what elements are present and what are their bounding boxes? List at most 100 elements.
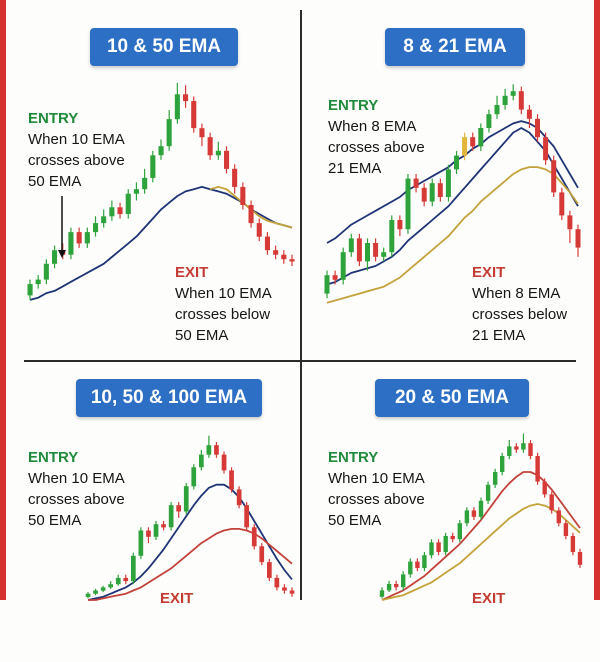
candle-body [365, 243, 370, 262]
candle-body [507, 446, 512, 456]
candle [289, 587, 295, 597]
panel-10-50-100-ema: 10, 50 & 100 EMA ENTRY When 10 EMA cross… [0, 362, 300, 662]
candle [273, 245, 279, 260]
candle-body [470, 137, 476, 147]
candle-body [199, 128, 205, 138]
candle-body [224, 150, 230, 169]
candle [214, 442, 219, 458]
candle-body [101, 216, 107, 224]
candle-body [401, 574, 406, 588]
candle-body [93, 223, 99, 233]
candle-body [413, 178, 419, 188]
candle [324, 270, 330, 299]
candle [413, 174, 419, 193]
candle [567, 210, 573, 243]
candle-body [138, 530, 144, 556]
candle-body [415, 561, 420, 568]
candle [60, 243, 66, 260]
candle-body [158, 146, 164, 156]
candle-body [340, 252, 346, 280]
candle [207, 132, 213, 160]
candle-body [462, 137, 468, 156]
candle [125, 189, 131, 219]
candle-body [422, 555, 427, 568]
candle [131, 552, 136, 585]
vertical-divider [300, 10, 302, 600]
candle [267, 558, 272, 582]
candle-body [214, 445, 219, 455]
candle [229, 467, 234, 493]
candle [462, 132, 468, 161]
candle-body [150, 155, 156, 178]
candle-body [168, 505, 174, 528]
candle [535, 452, 540, 485]
candle [332, 270, 338, 285]
candle [183, 85, 189, 108]
candle-body [267, 562, 272, 578]
candle-body [421, 187, 427, 202]
candle [518, 86, 524, 115]
candle-body [518, 91, 524, 110]
candle [251, 524, 257, 550]
candle-body [174, 94, 180, 120]
candle [289, 254, 295, 267]
candle-body [397, 220, 403, 230]
candle-body [215, 150, 221, 156]
candle-body [125, 193, 131, 214]
candle-body [76, 232, 82, 244]
candle [232, 164, 238, 194]
candle [27, 279, 33, 300]
candle-body [60, 250, 66, 255]
panel-title-badge: 8 & 21 EMA [385, 28, 525, 66]
candle-body [123, 577, 129, 582]
candle [108, 581, 113, 589]
candle-body [493, 472, 498, 485]
ema-line-1 [326, 127, 579, 286]
candle [356, 233, 362, 266]
candle [221, 451, 227, 474]
candle-body [437, 183, 443, 197]
candle-body [502, 95, 508, 105]
candle [84, 227, 90, 248]
candle-body [551, 160, 557, 193]
candle [199, 449, 204, 471]
candle [389, 215, 395, 257]
candle-body [443, 536, 448, 552]
candle [386, 580, 392, 592]
candle [236, 486, 242, 509]
candle-body [332, 275, 338, 280]
candle [437, 178, 443, 202]
candle-body [454, 155, 459, 170]
candle-body [240, 186, 246, 205]
candle [535, 114, 540, 142]
candle-body [429, 542, 434, 556]
candle [422, 552, 427, 572]
candle [551, 155, 557, 197]
candle [168, 502, 174, 531]
candle [381, 247, 387, 262]
candle-body [244, 505, 249, 528]
candle [445, 164, 451, 202]
exit-label: EXIT [472, 264, 506, 281]
candle-body [356, 238, 362, 262]
candle [577, 548, 583, 568]
candle-body [232, 168, 238, 187]
candle [101, 209, 107, 228]
candle [486, 109, 492, 133]
candle-body [556, 510, 561, 524]
candle [454, 151, 459, 174]
candle [161, 521, 166, 531]
candle [494, 95, 500, 119]
candle-body [221, 454, 227, 471]
candle-body [289, 590, 295, 594]
candle-body [274, 577, 280, 588]
ema-line-1 [88, 527, 293, 601]
candle [408, 558, 413, 578]
candle [401, 571, 406, 591]
candle [123, 574, 129, 585]
candle [563, 520, 569, 540]
candle-body [348, 238, 354, 253]
candle-body [93, 590, 98, 594]
candle [281, 250, 287, 264]
candle [436, 539, 441, 556]
